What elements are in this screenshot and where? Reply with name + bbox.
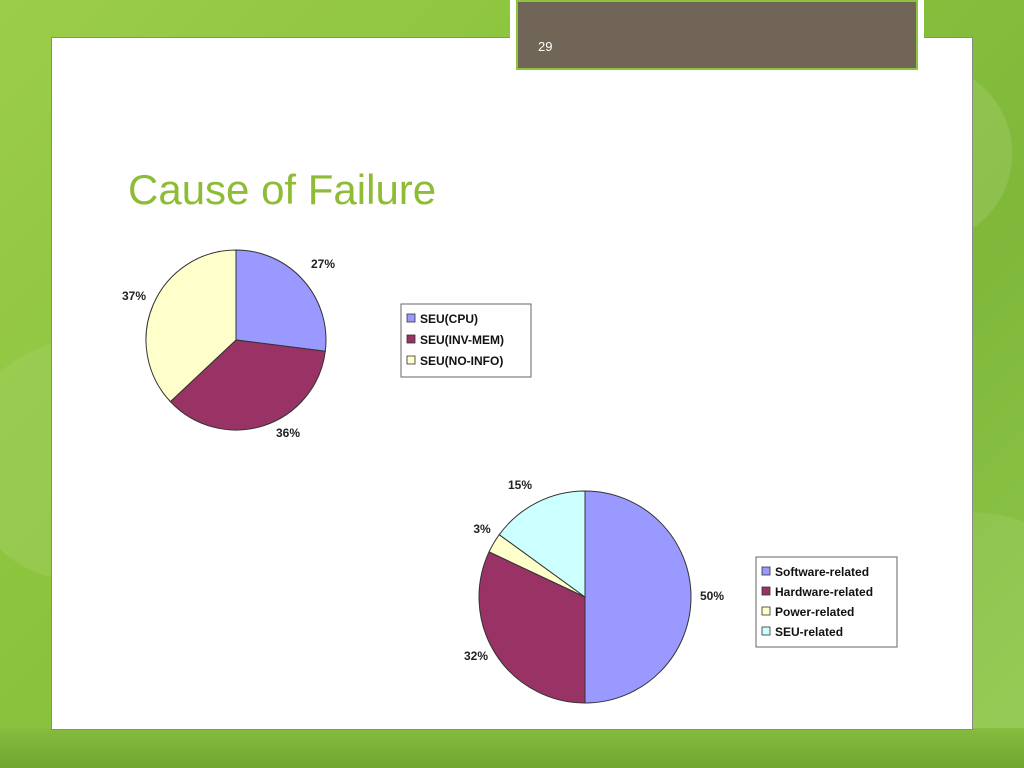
page-number-tab: 29 — [510, 0, 924, 76]
pie-slice-seu-inv-mem — [169, 339, 326, 431]
legend-swatch-seu-cpu — [406, 313, 416, 323]
pie-slice-software-related — [584, 490, 692, 704]
legend-label-seu-cpu: SEU(CPU) — [420, 312, 478, 326]
legend-box — [755, 556, 898, 648]
data-label-seu-no-info: 37% — [122, 289, 146, 303]
legend-label-software-related: Software-related — [775, 565, 869, 579]
pie-chart-seu: 27% 36% 37% SEU(CPU) SEU(INV-MEM) SEU(NO-INFO… — [122, 249, 532, 440]
legend-swatch-software-related — [761, 566, 771, 576]
data-label-seu-inv-mem: 36% — [276, 426, 300, 440]
data-label-software-related: 50% — [700, 589, 724, 603]
legend-label-seu-inv-mem: SEU(INV-MEM) — [420, 333, 504, 347]
legend-swatch-hardware-related — [761, 586, 771, 596]
pie-slice-seu-no-info — [145, 249, 237, 403]
legend-label-seu-no-info: SEU(NO-INFO) — [420, 354, 503, 368]
background-bottom-band — [0, 728, 1024, 768]
legend-swatch-power-related — [761, 606, 771, 616]
pie-chart-failure-cause: 50% 32% 3% 15% Software-related Hardware-rela… — [464, 478, 898, 704]
legend-label-seu-related: SEU-related — [775, 625, 843, 639]
data-label-seu-related: 15% — [508, 478, 532, 492]
legend-label-hardware-related: Hardware-related — [775, 585, 873, 599]
legend-swatch-seu-related — [761, 626, 771, 636]
pie-slice-seu-cpu — [235, 249, 327, 352]
pie-slice-seu-related — [498, 490, 586, 598]
pie-slice-hardware-related — [478, 551, 586, 704]
data-label-hardware-related: 32% — [464, 649, 488, 663]
page-number-panel: 29 — [516, 0, 918, 70]
data-label-seu-cpu: 27% — [311, 257, 335, 271]
page-number: 29 — [538, 39, 553, 54]
data-label-power-related: 3% — [473, 522, 491, 536]
slide-title: Cause of Failure — [128, 166, 437, 213]
legend-swatch-seu-inv-mem — [406, 334, 416, 344]
legend-swatch-seu-no-info — [406, 355, 416, 365]
legend-box — [400, 303, 532, 378]
legend-label-power-related: Power-related — [775, 605, 854, 619]
